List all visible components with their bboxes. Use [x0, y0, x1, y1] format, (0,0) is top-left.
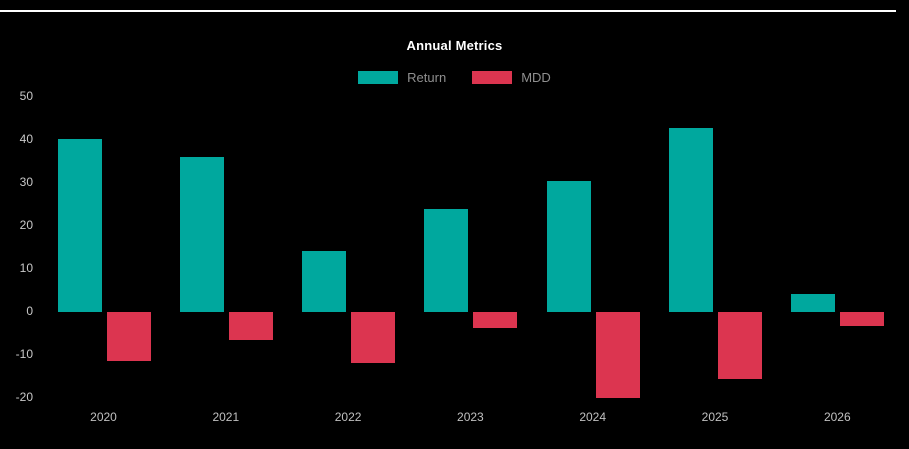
x-tick-label: 2025: [701, 410, 729, 424]
bar-return-2022: [302, 250, 347, 312]
x-tick-label: 2022: [334, 410, 362, 424]
x-tick-label: 2024: [579, 410, 607, 424]
bar-mdd-2022: [351, 312, 396, 364]
legend-item-return[interactable]: Return: [358, 70, 446, 85]
x-tick-label: 2023: [457, 410, 484, 424]
x-tick-label: 2021: [212, 410, 240, 424]
legend-label: Return: [407, 70, 447, 85]
y-tick-label: 30: [19, 175, 33, 189]
legend-item-mdd[interactable]: MDD: [472, 70, 551, 85]
y-tick-label: 40: [19, 132, 33, 146]
y-tick-label: 0: [26, 304, 33, 318]
bar-return-2021: [179, 157, 224, 312]
bar-mdd-2023: [473, 312, 518, 329]
bar-mdd-2026: [840, 312, 885, 327]
y-tick-label: -10: [15, 347, 33, 361]
legend-label: MDD: [521, 70, 551, 85]
bar-return-2026: [791, 293, 836, 312]
y-tick-label: 50: [19, 89, 33, 103]
bar-mdd-2025: [718, 312, 762, 379]
legend-swatch-mdd: [472, 71, 513, 84]
legend-swatch-return: [358, 71, 399, 84]
bar-return-2025: [669, 127, 713, 312]
bar-mdd-2021: [228, 312, 273, 341]
x-tick-label: 2026: [823, 410, 851, 424]
y-tick-label: -20: [15, 390, 33, 404]
bar-mdd-2024: [595, 312, 640, 398]
x-tick-label: 2020: [90, 410, 117, 424]
bar-return-2024: [546, 181, 591, 312]
y-tick-label: 20: [19, 218, 33, 232]
y-tick-label: 10: [19, 261, 33, 275]
bar-return-2023: [424, 208, 469, 312]
top-divider: [0, 10, 896, 12]
chart-legend: Return MDD: [0, 70, 909, 85]
chart-title: Annual Metrics: [406, 38, 503, 53]
bar-mdd-2020: [106, 312, 151, 361]
bar-return-2020: [57, 139, 102, 312]
